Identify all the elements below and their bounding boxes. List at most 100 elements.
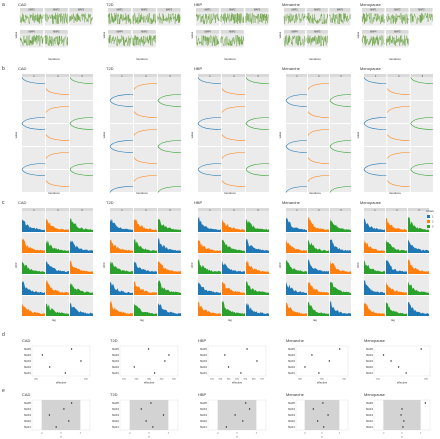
acf-area [110,261,133,274]
x-tick-label: 2 [420,433,422,435]
chain-trajectory-line [221,152,246,159]
facet-background [198,124,221,146]
facet-background [158,147,181,169]
chain-trajectory-line [109,100,134,107]
y-axis-label: value [102,31,106,38]
y-axis-label: value [14,131,18,138]
facet-strip [306,30,328,34]
data-point [403,420,405,422]
x-axis-label: Iterations [309,191,321,195]
facet-strip-label: MAF4 [205,31,212,34]
facet-background [364,124,387,146]
x-axis-label: Iterations [136,57,148,61]
category-label: MAF3 [366,359,373,363]
acf-area [286,302,307,316]
facet-strip [408,208,429,212]
facet-strip-label: 1 [121,75,123,78]
chain-trajectory-line [387,134,410,141]
facet-background [246,78,269,100]
facet-background [284,11,306,26]
legend-swatch [427,215,430,218]
y-axis-label: value [356,31,360,38]
x-axis-label: effective [317,381,328,385]
facet-strip [20,30,44,34]
facet-strip-label: MAF3 [418,9,425,12]
acf-area [386,218,407,232]
x-axis-label: Iterations [48,191,60,195]
facet-strip [246,74,269,78]
data-point [150,402,152,404]
acf-area [308,239,329,253]
panel-title: Menarche [286,392,305,397]
category-label: MAF2 [288,419,295,423]
effective-size-panel: HBP MAF1 MAF2 MAF3 MAF4 MAF5 100 200 300 400 500 60… [198,338,267,385]
data-point [41,354,44,356]
trajectory-panel: Menopause 1 2 3 Iterations value [356,66,434,195]
category-label: MAF2 [112,365,119,369]
category-label: MAF5 [366,401,373,405]
data-point [424,402,427,404]
chain-trajectory-line [197,77,222,84]
facet-background [198,101,221,123]
x-axis-label: effective [397,381,408,385]
trajectory-panel: CAD 1 2 3 Iterations value [14,66,94,195]
facet-background [158,124,181,146]
x-axis-label: lag [52,318,56,322]
panel-title: CAD [22,392,31,397]
facet-background [110,147,133,169]
trace-line [306,12,328,25]
x-tick-label: -2 [382,433,385,435]
chain-trajectory-line [221,134,246,141]
acf-area [46,261,69,274]
effective-size-panel: Menarche MAF1 MAF2 MAF3 MAF4 MAF5 300 500 700 eff… [286,338,349,385]
z-score-panel: T2D MAF1 MAF2 MAF3 MAF4 MAF5 -2 0 2 z [110,392,179,439]
facet-strip-label: 3 [81,75,83,78]
facet-strip-label: MAF3 [166,9,173,12]
row-letter: a [2,2,5,8]
chain-trajectory-line [109,146,134,153]
acf-area [308,216,329,232]
acf-area [134,238,157,253]
x-axis-label: lag [228,318,232,322]
x-tick-label: 500 [320,379,324,381]
chain-trajectory-line [157,140,182,147]
category-label: MAF3 [112,413,119,417]
facet-strip [69,8,93,12]
trajectory-panel: Menarche 1 2 3 Iterations value [278,66,352,195]
facet-strip [158,208,181,212]
facet-strip-label: MAF3 [337,9,344,12]
chain-trajectory-line [410,169,434,176]
x-tick-label: 500 [172,379,176,381]
facet-strip-label: 3 [257,75,259,78]
acf-area [70,282,93,295]
data-point [80,360,82,362]
acf-area [198,259,221,274]
y-axis-label: ACF [356,262,360,268]
chain-trajectory-line [245,163,270,170]
trace-line [132,35,156,46]
chain-trajectory-line [157,186,182,193]
trace-line [195,13,220,25]
x-tick-label: 2 [339,433,341,435]
facet-background [158,78,181,100]
facet-background [410,147,433,169]
y-axis-label: value [14,31,18,38]
facet-background [134,101,157,123]
facet-strip [362,30,385,34]
acf-area [22,303,45,316]
trace-line [329,13,351,25]
chain-trajectory-line [245,77,270,84]
facet-strip-label: MAF2 [314,9,321,12]
legend-swatch [427,220,430,223]
x-tick-label: 0 [148,433,150,435]
trace-line [19,34,44,47]
panel-title: HBP [198,338,207,343]
x-axis-label: Iterations [224,57,236,61]
acf-area [22,261,45,274]
facet-strip [70,208,93,212]
acf-area [158,261,181,274]
trace-line [245,12,269,24]
